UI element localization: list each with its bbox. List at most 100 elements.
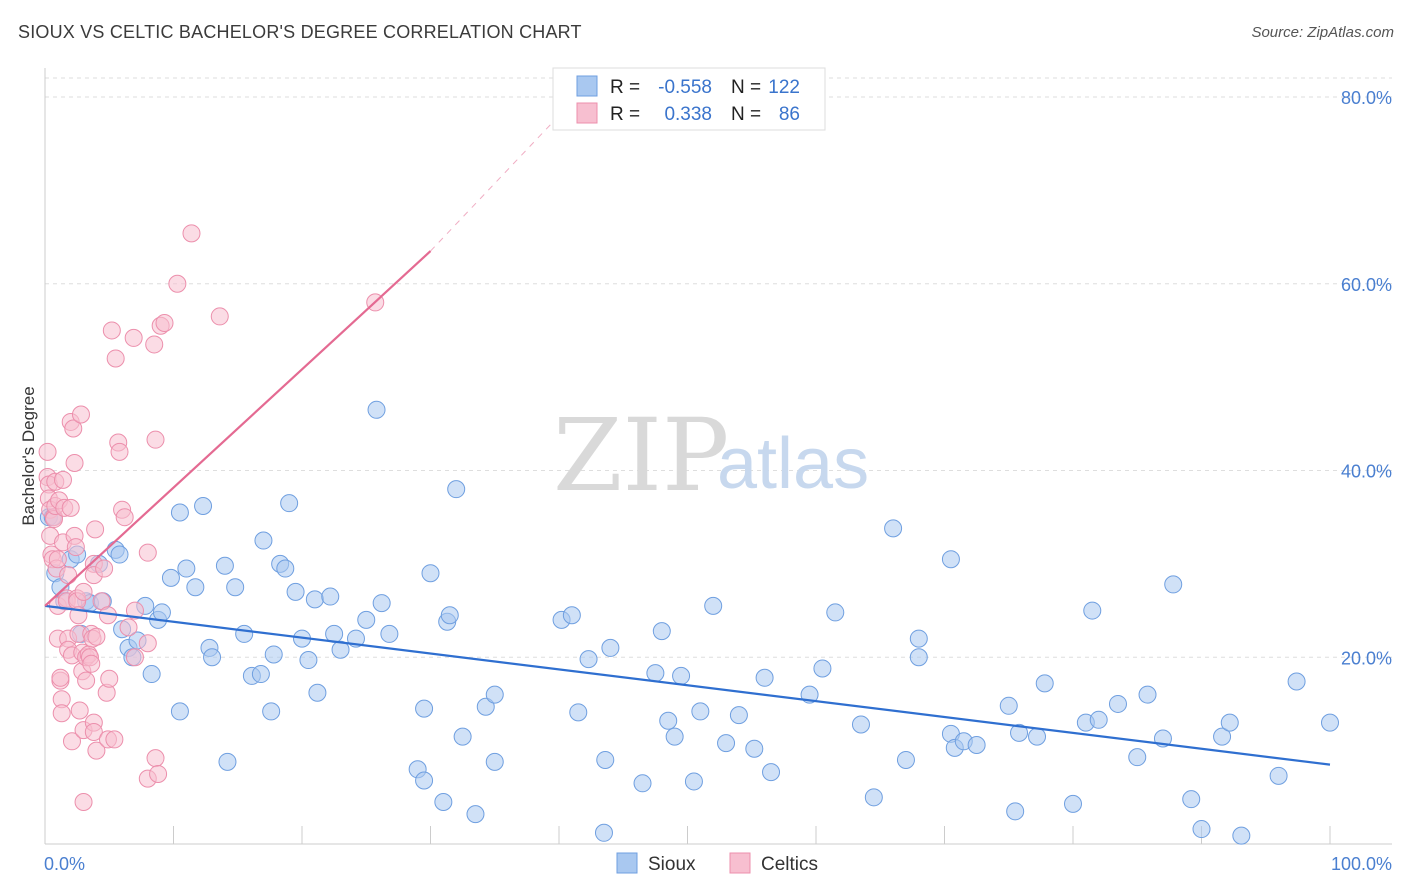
point-celtics — [84, 722, 103, 741]
point-celtics — [82, 654, 101, 673]
point-celtics — [155, 313, 174, 332]
point-celtics — [168, 274, 187, 293]
point-sioux — [453, 727, 472, 746]
point-sioux — [466, 805, 485, 824]
point-sioux — [299, 651, 318, 670]
point-sioux — [967, 736, 986, 755]
x-tick-label: 0.0% — [44, 854, 85, 874]
x-tick-label: 100.0% — [1331, 854, 1392, 874]
y-tick-label: 80.0% — [1341, 88, 1392, 108]
point-sioux — [672, 666, 691, 685]
point-sioux — [851, 715, 870, 734]
legend-swatch-celtics — [576, 102, 598, 124]
point-sioux — [380, 624, 399, 643]
point-sioux — [161, 568, 180, 587]
legend-n-value-celtics: 86 — [779, 104, 800, 125]
point-celtics — [110, 442, 129, 461]
point-celtics — [74, 582, 93, 601]
point-sioux — [262, 702, 281, 721]
point-celtics — [138, 634, 157, 653]
point-sioux — [203, 648, 222, 667]
point-sioux — [601, 638, 620, 657]
point-celtics — [106, 349, 125, 368]
point-sioux — [264, 645, 283, 664]
point-sioux — [1287, 672, 1306, 691]
point-sioux — [1128, 748, 1147, 767]
point-sioux — [1232, 826, 1251, 845]
point-sioux — [177, 559, 196, 578]
point-sioux — [1213, 727, 1232, 746]
point-sioux — [434, 792, 453, 811]
point-sioux — [226, 578, 245, 597]
point-sioux — [941, 550, 960, 569]
point-sioux — [1192, 820, 1211, 839]
watermark: ZIP atlas — [553, 397, 869, 514]
point-sioux — [717, 734, 736, 753]
trend-line-sioux — [44, 604, 1331, 766]
point-sioux — [372, 594, 391, 613]
trend-line-celtics — [44, 250, 432, 607]
point-celtics — [65, 454, 84, 473]
point-sioux — [367, 400, 386, 419]
chart-title: SIOUX VS CELTIC BACHELOR'S DEGREE CORREL… — [18, 22, 582, 42]
point-celtics — [52, 704, 71, 723]
bottom-legend-label-celtics: Celtics — [761, 854, 818, 875]
trend-line-celtics-extension — [430, 115, 560, 252]
source-label: Source: ZipAtlas.com — [1251, 24, 1394, 41]
point-celtics — [38, 442, 57, 461]
point-sioux — [684, 772, 703, 791]
y-axis-label: Bachelor's Degree — [19, 386, 38, 525]
point-sioux — [1006, 802, 1025, 821]
point-celtics — [149, 764, 168, 783]
point-sioux — [633, 774, 652, 793]
point-sioux — [1083, 601, 1102, 620]
bottom-legend-swatch-celtics — [729, 852, 751, 874]
point-sioux — [170, 503, 189, 522]
legend: R = -0.558 N = 122 R = 0.338 N = 86 — [552, 67, 826, 131]
point-sioux — [562, 606, 581, 625]
point-sioux — [909, 629, 928, 648]
point-sioux — [1010, 723, 1029, 742]
point-sioux — [745, 739, 764, 758]
point-celtics — [62, 732, 81, 751]
point-sioux — [254, 531, 273, 550]
point-sioux — [813, 659, 832, 678]
point-sioux — [152, 603, 171, 622]
point-sioux — [1138, 685, 1157, 704]
point-sioux — [276, 559, 295, 578]
point-sioux — [1089, 710, 1108, 729]
point-celtics — [102, 321, 121, 340]
point-sioux — [218, 752, 237, 771]
point-sioux — [1064, 794, 1082, 813]
point-celtics — [105, 730, 124, 749]
point-sioux — [1182, 790, 1201, 809]
point-sioux — [579, 650, 598, 669]
point-celtics — [115, 508, 134, 527]
bottom-legend-swatch-sioux — [616, 852, 638, 874]
point-sioux — [415, 699, 434, 718]
grid-lines — [45, 77, 1392, 658]
point-sioux — [1164, 575, 1183, 594]
legend-n-label-sioux: N = — [731, 77, 761, 98]
point-celtics — [64, 419, 83, 438]
point-sioux — [1108, 694, 1127, 713]
y-tick-labels: 20.0% 40.0% 60.0% 80.0% — [1341, 88, 1392, 668]
series-celtics — [38, 224, 385, 811]
point-sioux — [665, 727, 684, 746]
point-sioux — [305, 590, 324, 609]
legend-r-value-celtics: 0.338 — [664, 104, 712, 125]
y-tick-label: 40.0% — [1341, 462, 1392, 482]
point-sioux — [331, 640, 350, 659]
point-sioux — [110, 545, 129, 564]
point-celtics — [124, 328, 143, 347]
point-sioux — [421, 564, 440, 583]
legend-r-label-sioux: R = — [610, 77, 640, 98]
point-celtics — [53, 470, 72, 489]
point-celtics — [51, 668, 70, 687]
point-sioux — [755, 668, 774, 687]
point-sioux — [142, 665, 161, 684]
point-sioux — [251, 665, 270, 684]
point-sioux — [476, 697, 495, 716]
point-sioux — [1220, 713, 1239, 732]
